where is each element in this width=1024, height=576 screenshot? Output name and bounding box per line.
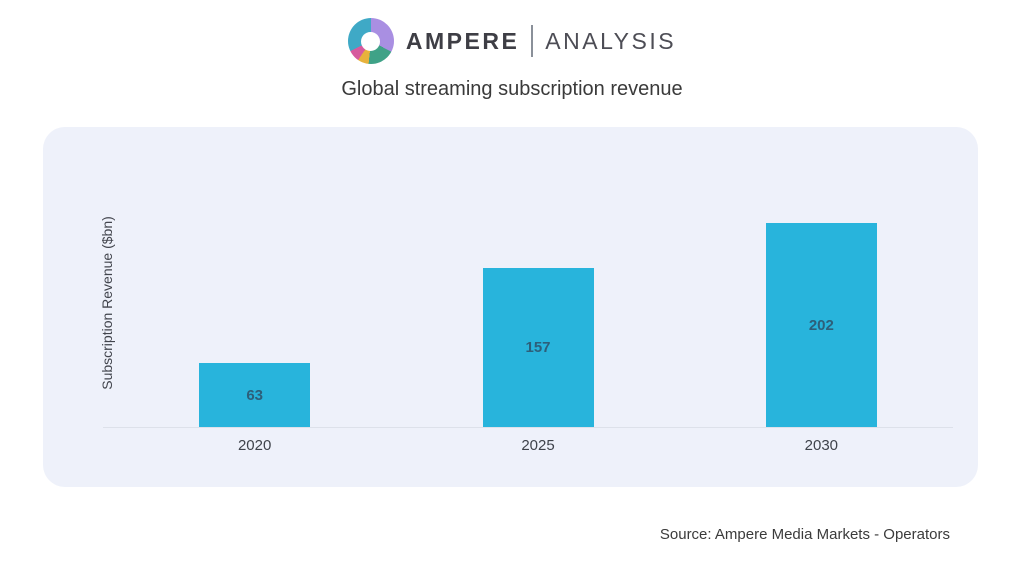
brand-separator	[531, 25, 534, 57]
source-note: Source: Ampere Media Markets - Operators	[659, 526, 950, 543]
chart-panel: Subscription Revenue ($bn) 63 2020 157 2025…	[43, 127, 978, 487]
bar-value-2020: 63	[246, 386, 263, 404]
x-axis-line	[103, 427, 953, 428]
bar-value-2030: 202	[808, 316, 834, 334]
bar-2025: 157	[482, 268, 594, 427]
x-tick-2025: 2025	[521, 437, 555, 454]
x-tick-2030: 2030	[804, 437, 839, 454]
ampere-donut-icon	[347, 18, 394, 64]
brand-name-primary: AMPERE	[405, 27, 520, 54]
x-tick-2020: 2020	[237, 437, 272, 454]
brand-name-secondary: ANALYSIS	[545, 27, 677, 54]
bar-value-2025: 157	[525, 339, 551, 356]
y-axis-label: Subscription Revenue ($bn)	[99, 216, 115, 390]
chart-title: Global streaming subscription revenue	[341, 78, 683, 100]
bar-2030: 202	[765, 223, 877, 427]
brand-logo: AMPERE ANALYSIS	[0, 17, 1024, 65]
bar-2020: 63	[199, 363, 311, 427]
